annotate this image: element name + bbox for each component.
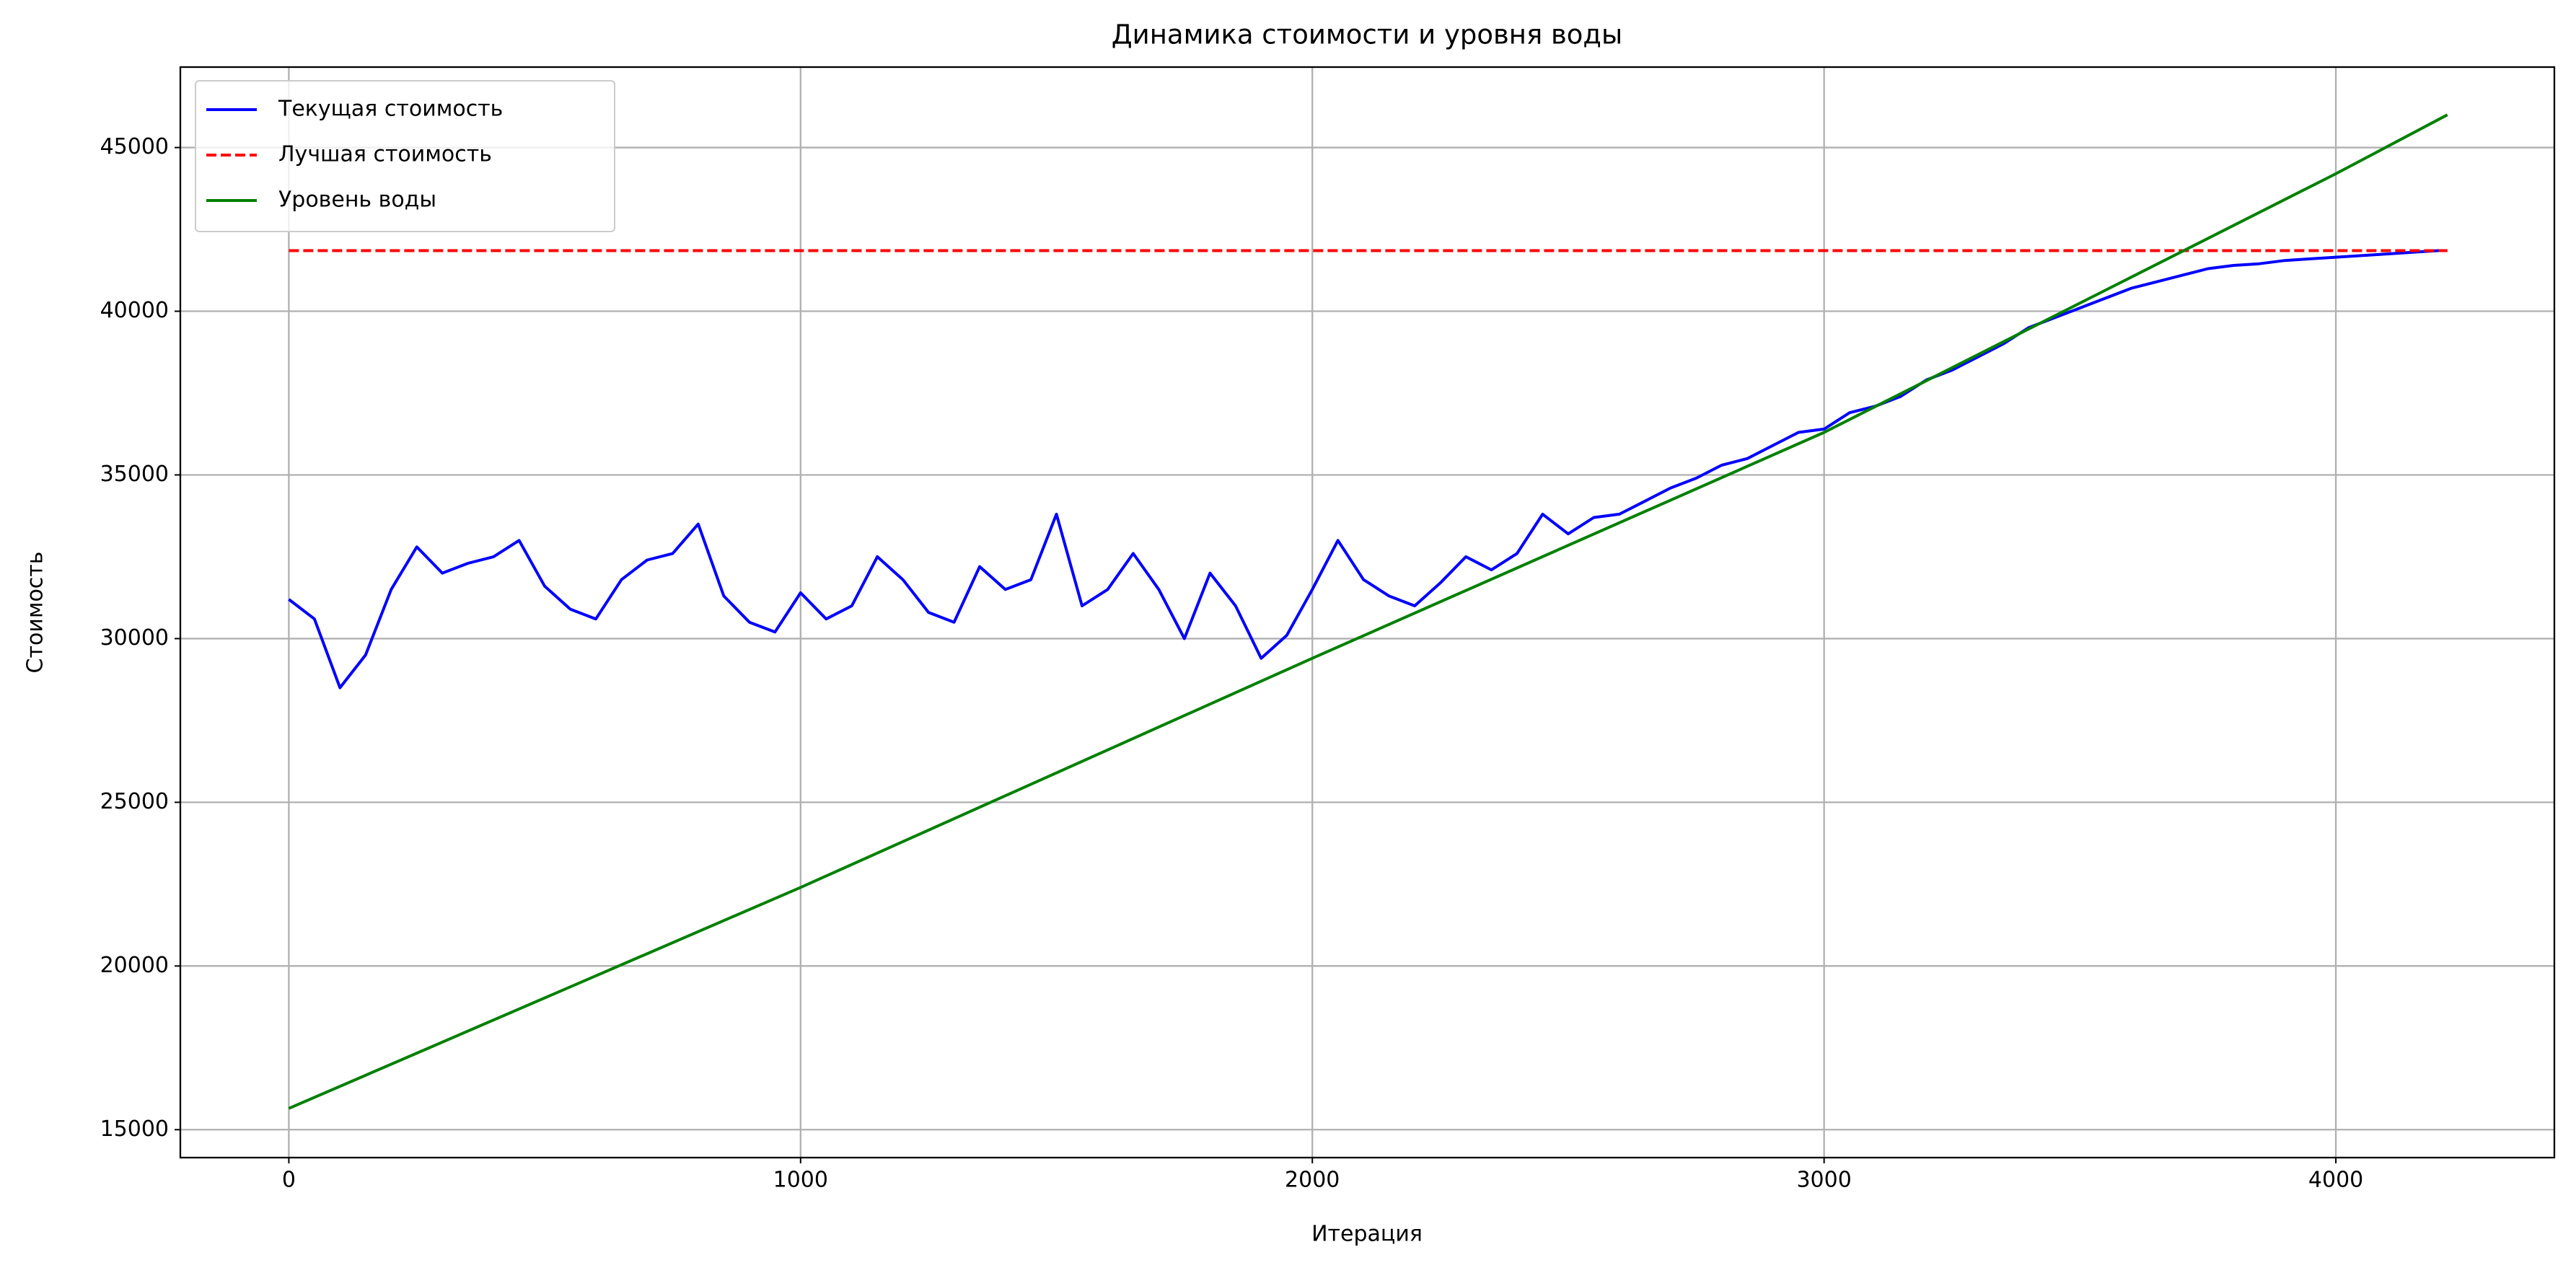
x-axis-label: Итерация	[1311, 1222, 1423, 1247]
legend-label: Текущая стоимость	[278, 97, 503, 122]
y-tick-label: 30000	[100, 625, 169, 651]
legend-box	[195, 80, 615, 232]
legend-label: Лучшая стоимость	[278, 142, 492, 167]
x-tick-label: 3000	[1796, 1168, 1851, 1193]
y-tick-label: 20000	[100, 953, 169, 978]
x-tick-label: 2000	[1285, 1168, 1340, 1193]
data-line	[288, 249, 2448, 690]
y-tick-label: 45000	[100, 134, 169, 159]
x-tick-label: 0	[282, 1168, 296, 1193]
x-tick-label: 4000	[2308, 1168, 2363, 1193]
plot-frame	[179, 66, 2556, 1159]
y-tick-label: 40000	[100, 298, 169, 323]
y-axis-label: Стоимость	[23, 552, 48, 674]
y-tick-label: 15000	[100, 1116, 169, 1142]
chart-title: Динамика стоимости и уровня воды	[1112, 19, 1622, 50]
legend-label: Уровень воды	[278, 188, 436, 213]
y-tick-label: 35000	[100, 462, 169, 487]
x-tick-label: 1000	[773, 1168, 828, 1193]
y-tick-label: 25000	[100, 789, 169, 814]
data-line	[288, 113, 2448, 1110]
